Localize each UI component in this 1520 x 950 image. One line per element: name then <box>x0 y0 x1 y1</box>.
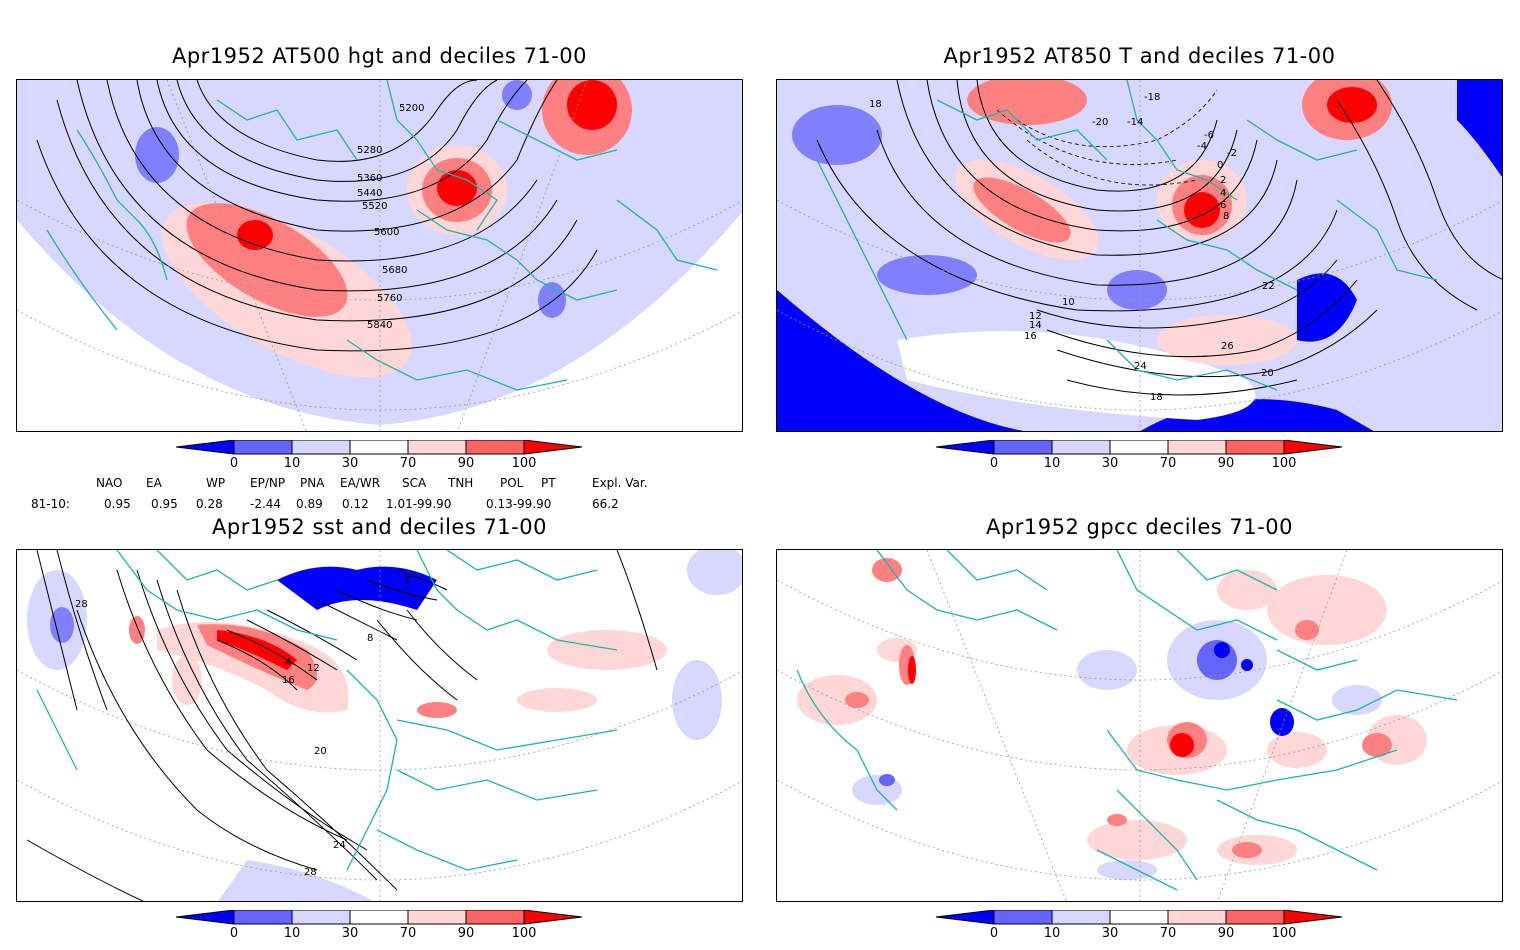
contour-label: 0 <box>1217 160 1223 171</box>
tele-value: 0.89 <box>296 497 323 511</box>
colorbar-label: 0 <box>989 926 999 941</box>
colorbar-label: 70 <box>1159 926 1177 941</box>
contour-label: 12 <box>307 663 320 674</box>
colorbar-label: 100 <box>511 456 537 471</box>
tele-header: EP/NP <box>250 476 286 490</box>
colorbar-label: 10 <box>1043 926 1061 941</box>
contour-label: 16 <box>282 675 295 686</box>
colorbar-sst: 0 10 30 70 90 100 <box>176 910 596 950</box>
contour-label: 0 <box>405 575 411 586</box>
tele-header: PNA <box>300 476 325 490</box>
contour-label: 5440 <box>357 188 382 199</box>
tele-value: 0.13-99.90 <box>486 497 552 511</box>
contour-label: 18 <box>1150 392 1163 403</box>
colorbar-label: 90 <box>457 456 475 471</box>
panel-title-gpcc: Apr1952 gpcc deciles 71-00 <box>986 515 1293 539</box>
tele-header: SCA <box>402 476 427 490</box>
colorbar-label: 70 <box>399 456 417 471</box>
contour-label: -14 <box>1127 117 1143 128</box>
contour-label: 5840 <box>367 320 392 331</box>
contour-label: 8 <box>367 633 373 644</box>
tele-value: -2.44 <box>250 497 282 511</box>
contour-label: -6 <box>1204 130 1214 141</box>
colorbar-label: 10 <box>1043 456 1061 471</box>
tele-header: PT <box>541 476 556 490</box>
colorbar-label: 100 <box>1271 456 1297 471</box>
tele-header: TNH <box>448 476 474 490</box>
contour-label: 26 <box>1221 341 1234 352</box>
contour-label: 12 <box>1029 311 1042 322</box>
tele-header: Expl. Var. <box>592 476 648 490</box>
contour-label: 20 <box>1261 368 1274 379</box>
tele-row-label: 81-10: <box>31 497 70 511</box>
map-panel-gpcc <box>776 549 1503 902</box>
contour-label: 22 <box>1262 281 1275 292</box>
colorbar-500hgt: 0 10 30 70 90 100 <box>176 440 596 480</box>
colorbar-gpcc: 0 10 30 70 90 100 <box>936 910 1356 950</box>
tele-header: EA <box>146 476 162 490</box>
contour-label: 6 <box>1220 200 1226 211</box>
contour-label: 18 <box>869 99 882 110</box>
contour-label: 28 <box>304 867 317 878</box>
contour-label: 4 <box>285 657 291 668</box>
colorbar-label: 0 <box>229 456 239 471</box>
contour-label: -18 <box>1144 92 1160 103</box>
panel-title-850t: Apr1952 AT850 T and deciles 71-00 <box>943 44 1336 68</box>
contour-label: 14 <box>1029 320 1042 331</box>
contour-label: -2 <box>1227 148 1237 159</box>
colorbar-label: 100 <box>511 926 537 941</box>
colorbar-label: 70 <box>399 926 417 941</box>
colorbar-label: 0 <box>989 456 999 471</box>
colorbar-label: 10 <box>283 456 301 471</box>
map-panel-sst: 28 0 4 8 12 16 20 24 28 <box>16 549 743 902</box>
colorbar-label: 30 <box>1101 456 1119 471</box>
colorbar-label: 70 <box>1159 456 1177 471</box>
colorbar-850t: 0 10 30 70 90 100 <box>936 440 1356 480</box>
contour-label: 5200 <box>399 103 424 114</box>
colorbar-label: 90 <box>1217 926 1235 941</box>
contour-label: 5280 <box>357 145 382 156</box>
tele-header: WP <box>206 476 226 490</box>
colorbar-label: 90 <box>1217 456 1235 471</box>
map-panel-850t: 18 -18 -20 -14 -6 -4 -2 0 2 4 6 8 10 12 … <box>776 79 1503 432</box>
contour-label: -20 <box>1092 117 1108 128</box>
contour-label: -4 <box>1197 141 1207 152</box>
tele-value: 0.95 <box>151 497 178 511</box>
tele-header: NAO <box>96 476 123 490</box>
tele-value: 0.28 <box>196 497 223 511</box>
colorbar-label: 30 <box>341 456 359 471</box>
contour-label: 5600 <box>374 227 399 238</box>
tele-value: 0.12 <box>342 497 369 511</box>
colorbar-label: 30 <box>1101 926 1119 941</box>
contour-label: 5520 <box>362 201 387 212</box>
map-panel-500hgt: 5200 5280 5360 5440 5520 5600 5680 5760 … <box>16 79 743 432</box>
tele-value: 1.01-99.90 <box>386 497 452 511</box>
panel-title-sst: Apr1952 sst and deciles 71-00 <box>212 515 547 539</box>
contour-label: 5680 <box>382 265 407 276</box>
colorbar-label: 90 <box>457 926 475 941</box>
contour-label: 28 <box>75 599 88 610</box>
contour-label: 4 <box>1220 188 1226 199</box>
colorbar-label: 30 <box>341 926 359 941</box>
contour-label: 8 <box>1223 211 1229 222</box>
contour-label: 10 <box>1062 297 1075 308</box>
colorbar-label: 10 <box>283 926 301 941</box>
tele-value: 66.2 <box>592 497 619 511</box>
tele-header: POL <box>500 476 524 490</box>
colorbar-label: 100 <box>1271 926 1297 941</box>
tele-header: EA/WR <box>340 476 381 490</box>
contour-label: 16 <box>1024 331 1037 342</box>
tele-value: 0.95 <box>104 497 131 511</box>
contour-label: 24 <box>333 840 346 851</box>
colorbar-label: 0 <box>229 926 239 941</box>
contour-label: 2 <box>1220 175 1226 186</box>
contour-label: 5360 <box>357 173 382 184</box>
contour-label: 20 <box>314 746 327 757</box>
contour-label: 5760 <box>377 293 402 304</box>
panel-title-500hgt: Apr1952 AT500 hgt and deciles 71-00 <box>171 44 588 68</box>
contour-label: 24 <box>1134 361 1147 372</box>
